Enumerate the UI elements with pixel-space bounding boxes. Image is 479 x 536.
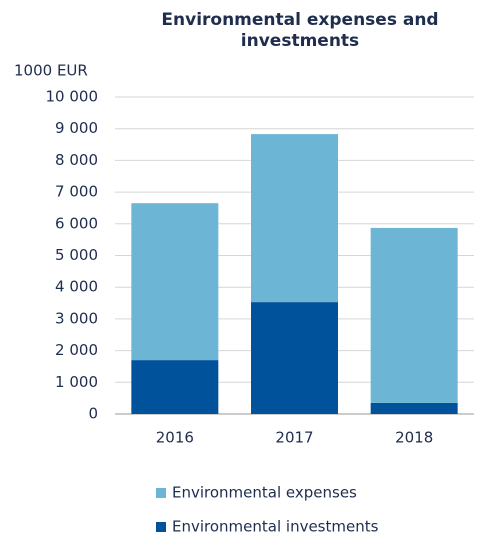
bar-segment [251,302,338,414]
y-tick-label: 1 000 [55,373,98,391]
y-tick-label: 0 [88,405,98,423]
legend-swatch [156,522,166,532]
bar-segment [370,227,458,403]
legend-swatch [156,488,166,498]
x-tick-label: 2018 [395,429,433,447]
legend-label: Environmental expenses [172,484,357,502]
bar-segment [131,360,219,414]
y-tick-label: 3 000 [55,309,98,327]
chart-title: Environmental expenses and investments [161,10,439,51]
y-tick-label: 8 000 [55,151,98,169]
bar-segment [251,134,338,303]
x-tick-label: 2016 [156,429,194,447]
y-tick-label: 9 000 [55,119,98,137]
y-tick-label: 2 000 [55,341,98,359]
y-tick-label: 6 000 [55,214,98,232]
bar-segment [131,203,219,361]
legend-label: Environmental investments [172,518,379,536]
x-tick-label: 2017 [275,429,313,447]
y-tick-label: 10 000 [46,88,99,106]
y-tick-label: 7 000 [55,183,98,201]
bar-segment [370,402,458,414]
y-tick-label: 4 000 [55,278,98,296]
y-tick-label: 5 000 [55,246,98,264]
y-axis-label: 1000 EUR [14,62,88,80]
